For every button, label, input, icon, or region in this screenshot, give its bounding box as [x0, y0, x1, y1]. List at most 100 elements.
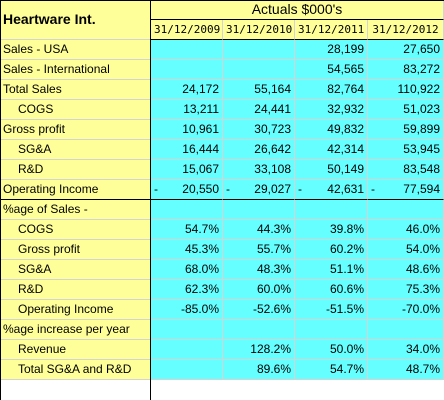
- value-cell-2009[interactable]: 68.0%: [151, 260, 223, 280]
- value-cell-2012[interactable]: 34.0%: [368, 340, 444, 360]
- value-cell-2009[interactable]: 13,211: [151, 100, 223, 120]
- value-cell-2010[interactable]: 26,642: [223, 140, 295, 160]
- value-cell-2011[interactable]: 50,149: [295, 160, 368, 180]
- value-cell-2011[interactable]: 60.6%: [295, 280, 368, 300]
- value-cell-2010[interactable]: [223, 320, 295, 340]
- value-cell-2009[interactable]: 15,067: [151, 160, 223, 180]
- value-cell-2009[interactable]: [151, 320, 223, 340]
- value-cell-2009[interactable]: 54.7%: [151, 220, 223, 240]
- value-cell-2010[interactable]: [223, 200, 295, 220]
- negative-value: 77,594: [403, 182, 440, 196]
- row-label[interactable]: SG&A: [0, 260, 151, 280]
- value-cell-2012[interactable]: 83,272: [368, 60, 444, 80]
- value-cell-2012[interactable]: 83,548: [368, 160, 444, 180]
- value-cell-2012[interactable]: 27,650: [368, 40, 444, 60]
- row-label[interactable]: %age increase per year: [0, 320, 151, 340]
- row-label[interactable]: Total SG&A and R&D: [0, 360, 151, 380]
- value-cell-2012[interactable]: 51,023: [368, 100, 444, 120]
- negative-sign: -: [226, 182, 230, 196]
- value-cell-2012[interactable]: 48.6%: [368, 260, 444, 280]
- value-cell-2011[interactable]: 28,199: [295, 40, 368, 60]
- value-cell-2010[interactable]: 48.3%: [223, 260, 295, 280]
- date-header-2012[interactable]: 31/12/2012: [368, 20, 444, 40]
- value-cell-2011[interactable]: 32,932: [295, 100, 368, 120]
- negative-sign: -: [371, 182, 375, 196]
- value-cell-2009[interactable]: -85.0%: [151, 300, 223, 320]
- value-cell-2009[interactable]: 62.3%: [151, 280, 223, 300]
- value-cell-2009[interactable]: [151, 200, 223, 220]
- value-cell-2010[interactable]: -52.6%: [223, 300, 295, 320]
- value-cell-2010[interactable]: 44.3%: [223, 220, 295, 240]
- row-label[interactable]: Gross profit: [0, 240, 151, 260]
- value-cell-2011[interactable]: [295, 320, 368, 340]
- value-cell-2009[interactable]: [151, 40, 223, 60]
- value-cell-2009[interactable]: [151, 60, 223, 80]
- company-title[interactable]: Heartware Int.: [0, 0, 151, 40]
- value-cell-2011[interactable]: - 42,631: [295, 180, 368, 200]
- value-cell-2010[interactable]: 60.0%: [223, 280, 295, 300]
- value-cell-2011[interactable]: 50.0%: [295, 340, 368, 360]
- value-cell-2009[interactable]: [151, 360, 223, 380]
- row-label[interactable]: SG&A: [0, 140, 151, 160]
- row-label[interactable]: %age of Sales -: [0, 200, 151, 220]
- value-cell-2012[interactable]: 46.0%: [368, 220, 444, 240]
- row-label[interactable]: Revenue: [0, 340, 151, 360]
- value-cell-2012[interactable]: 48.7%: [368, 360, 444, 380]
- value-cell-2009[interactable]: [151, 340, 223, 360]
- value-cell-2012[interactable]: 110,922: [368, 80, 444, 100]
- value-cell-2012[interactable]: 53,945: [368, 140, 444, 160]
- negative-value: 20,550: [182, 182, 219, 196]
- value-cell-2011[interactable]: 54,565: [295, 60, 368, 80]
- value-cell-2012[interactable]: - 77,594: [368, 180, 444, 200]
- value-cell-2011[interactable]: -51.5%: [295, 300, 368, 320]
- value-cell-2010[interactable]: 30,723: [223, 120, 295, 140]
- value-cell-2012[interactable]: 75.3%: [368, 280, 444, 300]
- value-cell-2009[interactable]: 10,961: [151, 120, 223, 140]
- value-cell-2011[interactable]: 39.8%: [295, 220, 368, 240]
- value-cell-2012[interactable]: 54.0%: [368, 240, 444, 260]
- row-label[interactable]: Sales - International: [0, 60, 151, 80]
- value-cell-2010[interactable]: [223, 40, 295, 60]
- value-cell-2012[interactable]: [368, 320, 444, 340]
- value-cell-2012[interactable]: [368, 200, 444, 220]
- value-cell-2011[interactable]: 42,314: [295, 140, 368, 160]
- value-cell-2011[interactable]: 60.2%: [295, 240, 368, 260]
- row-label[interactable]: COGS: [0, 220, 151, 240]
- value-cell-2011[interactable]: 51.1%: [295, 260, 368, 280]
- row-label[interactable]: Sales - USA: [0, 40, 151, 60]
- value-cell-2010[interactable]: 24,441: [223, 100, 295, 120]
- value-cell-2010[interactable]: 128.2%: [223, 340, 295, 360]
- date-header-2011[interactable]: 31/12/2011: [295, 20, 368, 40]
- row-label[interactable]: R&D: [0, 280, 151, 300]
- value-cell-2012[interactable]: -70.0%: [368, 300, 444, 320]
- value-cell-2011[interactable]: [295, 200, 368, 220]
- value-cell-2010[interactable]: [223, 60, 295, 80]
- value-cell-2009[interactable]: 24,172: [151, 80, 223, 100]
- negative-sign: -: [154, 182, 158, 196]
- value-cell-2011[interactable]: 54.7%: [295, 360, 368, 380]
- date-header-2010[interactable]: 31/12/2010: [223, 20, 295, 40]
- value-cell-2009[interactable]: 45.3%: [151, 240, 223, 260]
- row-label[interactable]: R&D: [0, 160, 151, 180]
- value-cell-2012[interactable]: 59,899: [368, 120, 444, 140]
- negative-value: 42,631: [327, 182, 364, 196]
- row-label[interactable]: COGS: [0, 100, 151, 120]
- value-cell-2009[interactable]: - 20,550: [151, 180, 223, 200]
- value-cell-2010[interactable]: - 29,027: [223, 180, 295, 200]
- value-cell-2010[interactable]: 55,164: [223, 80, 295, 100]
- row-label[interactable]: Operating Income: [0, 300, 151, 320]
- value-cell-2011[interactable]: 49,832: [295, 120, 368, 140]
- row-label[interactable]: Total Sales: [0, 80, 151, 100]
- date-header-2009[interactable]: 31/12/2009: [151, 20, 223, 40]
- negative-value: 29,027: [254, 182, 291, 196]
- value-cell-2011[interactable]: 82,764: [295, 80, 368, 100]
- row-label[interactable]: Operating Income: [0, 180, 151, 200]
- value-cell-2009[interactable]: 16,444: [151, 140, 223, 160]
- value-cell-2010[interactable]: 33,108: [223, 160, 295, 180]
- negative-sign: -: [298, 182, 302, 196]
- value-cell-2010[interactable]: 89.6%: [223, 360, 295, 380]
- actuals-header[interactable]: Actuals $000's: [151, 0, 444, 20]
- row-label[interactable]: Gross profit: [0, 120, 151, 140]
- value-cell-2010[interactable]: 55.7%: [223, 240, 295, 260]
